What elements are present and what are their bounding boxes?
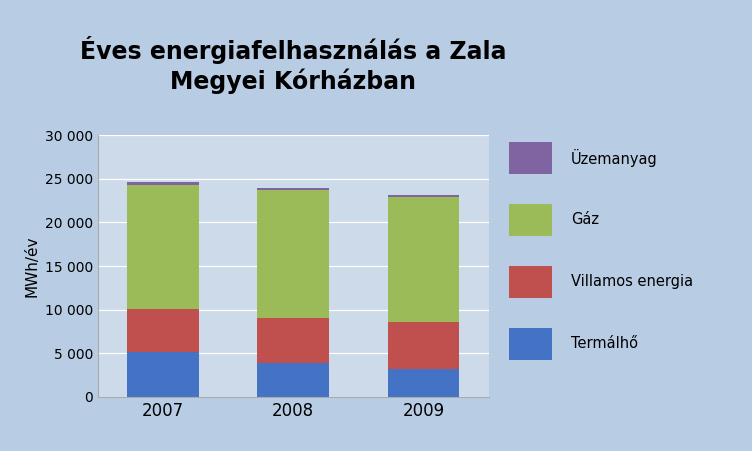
Bar bbox=[257, 318, 329, 363]
Bar bbox=[127, 309, 199, 352]
Bar bbox=[127, 352, 199, 397]
Bar bbox=[257, 363, 329, 397]
FancyBboxPatch shape bbox=[508, 327, 552, 360]
Y-axis label: MWh/év: MWh/év bbox=[24, 235, 39, 297]
Bar bbox=[388, 369, 459, 397]
Bar bbox=[388, 197, 459, 322]
Text: Villamos energia: Villamos energia bbox=[572, 274, 693, 289]
Bar bbox=[388, 194, 459, 197]
FancyBboxPatch shape bbox=[508, 266, 552, 298]
Text: Gáz: Gáz bbox=[572, 212, 599, 227]
Text: Éves energiafelhasználás a Zala
Megyei Kórházban: Éves energiafelhasználás a Zala Megyei K… bbox=[80, 36, 507, 94]
Bar bbox=[127, 182, 199, 185]
Bar bbox=[257, 190, 329, 318]
FancyBboxPatch shape bbox=[508, 203, 552, 236]
Bar bbox=[127, 185, 199, 309]
FancyBboxPatch shape bbox=[508, 142, 552, 174]
Bar bbox=[257, 189, 329, 190]
Bar bbox=[388, 322, 459, 369]
Text: Üzemanyag: Üzemanyag bbox=[572, 149, 658, 167]
Text: Termálhő: Termálhő bbox=[572, 336, 638, 351]
